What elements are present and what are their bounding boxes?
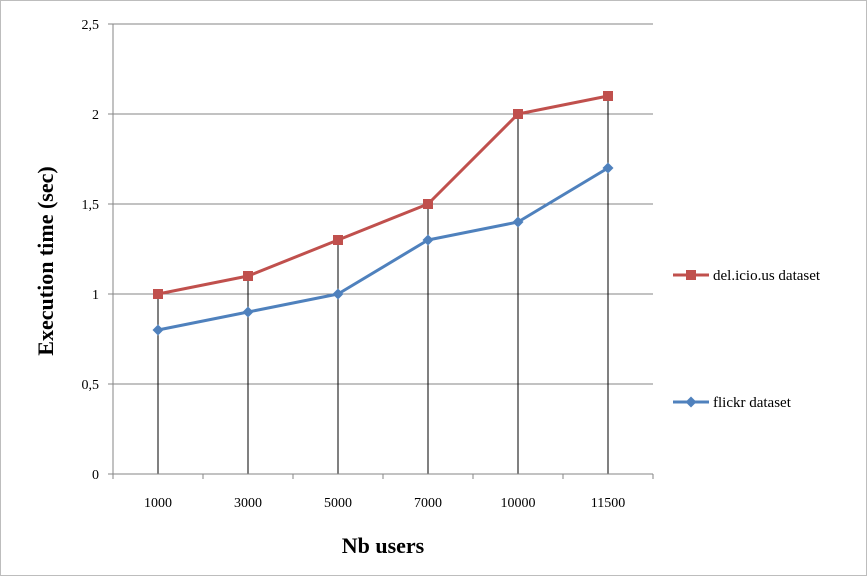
series-flickr — [152, 162, 614, 336]
legend: del.icio.us dataset flickr dataset — [673, 268, 821, 411]
axes — [108, 23, 654, 479]
tick-labels: 0 0,5 1 1,5 2 2,5 1000 3000 5000 7000 10000 11500 — [82, 18, 626, 511]
y-tick-label: 0 — [92, 468, 99, 483]
legend-label: flickr dataset — [713, 395, 792, 411]
data-point — [422, 234, 434, 246]
x-tick-label: 1000 — [144, 496, 172, 511]
data-point — [242, 306, 254, 318]
y-axis-title: Execution time (sec) — [33, 166, 58, 355]
data-point — [153, 289, 163, 299]
x-tick-label: 3000 — [234, 496, 262, 511]
y-tick-label: 1,5 — [82, 198, 100, 213]
gridlines — [113, 23, 653, 385]
legend-marker — [686, 270, 696, 280]
data-point — [333, 235, 343, 245]
legend-entry: flickr dataset — [673, 395, 792, 411]
x-tick-label: 5000 — [324, 496, 352, 511]
y-tick-label: 0,5 — [82, 378, 100, 393]
y-tick-label: 2 — [92, 108, 99, 123]
data-point — [512, 216, 524, 228]
data-point — [602, 162, 614, 174]
series-layer — [152, 91, 614, 336]
y-tick-label: 2,5 — [82, 18, 100, 33]
data-point — [423, 199, 433, 209]
x-tick-label: 11500 — [591, 496, 625, 511]
data-point — [603, 91, 613, 101]
series-delicious — [153, 91, 613, 299]
data-point — [152, 324, 164, 336]
data-point — [243, 271, 253, 281]
series-line — [157, 94, 609, 296]
x-tick-label: 10000 — [501, 496, 536, 511]
legend-marker — [685, 396, 697, 408]
x-axis-title: Nb users — [342, 533, 425, 558]
data-point — [332, 288, 344, 300]
drop-lines — [157, 96, 609, 474]
y-tick-label: 1 — [92, 288, 99, 303]
legend-entry: del.icio.us dataset — [673, 268, 821, 284]
series-line — [157, 166, 609, 332]
data-point — [513, 109, 523, 119]
x-tick-label: 7000 — [414, 496, 442, 511]
legend-label: del.icio.us dataset — [713, 268, 821, 284]
